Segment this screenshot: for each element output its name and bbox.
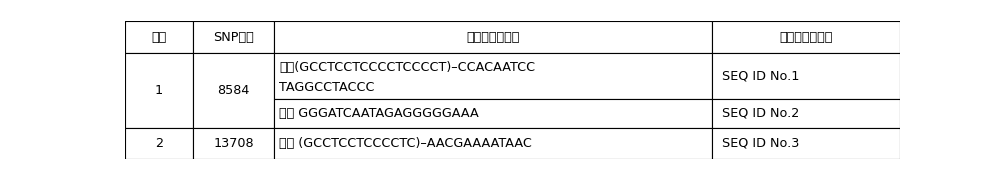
- Text: TAGGCCTACCC: TAGGCCTACCC: [279, 81, 375, 94]
- Text: SEQ ID No.3: SEQ ID No.3: [722, 137, 799, 150]
- Text: 序号: 序号: [151, 31, 167, 44]
- Text: SEQ ID No.2: SEQ ID No.2: [722, 107, 799, 120]
- Text: 上游 (GCCTCCTCCCCTC)–AACGAAAATAAC: 上游 (GCCTCCTCCCCTC)–AACGAAAATAAC: [279, 137, 532, 150]
- Text: 下游 GGGATCAATAGAGGGGGAAA: 下游 GGGATCAATAGAGGGGGAAA: [279, 107, 479, 120]
- Text: 2: 2: [155, 137, 163, 150]
- Bar: [712, 99, 900, 128]
- Bar: [125, 128, 193, 159]
- Text: 序列表中的序号: 序列表中的序号: [780, 31, 833, 44]
- Bar: [274, 53, 712, 99]
- Text: 13708: 13708: [213, 137, 254, 150]
- Bar: [193, 53, 274, 128]
- Text: SEQ ID No.1: SEQ ID No.1: [722, 70, 799, 83]
- Bar: [125, 21, 193, 53]
- Text: SNP位点: SNP位点: [213, 31, 254, 44]
- Bar: [274, 99, 712, 128]
- Bar: [274, 21, 712, 53]
- Bar: [712, 53, 900, 99]
- Bar: [274, 128, 712, 159]
- Bar: [193, 128, 274, 159]
- Text: 扩增引物对序列: 扩增引物对序列: [466, 31, 520, 44]
- Text: 上游(GCCTCCTCCCCTCCCCT)–CCACAATCC: 上游(GCCTCCTCCCCTCCCCT)–CCACAATCC: [279, 61, 535, 74]
- Bar: [712, 21, 900, 53]
- Text: 8584: 8584: [217, 84, 250, 97]
- Bar: [712, 128, 900, 159]
- Bar: [193, 21, 274, 53]
- Bar: [125, 53, 193, 128]
- Text: 1: 1: [155, 84, 163, 97]
